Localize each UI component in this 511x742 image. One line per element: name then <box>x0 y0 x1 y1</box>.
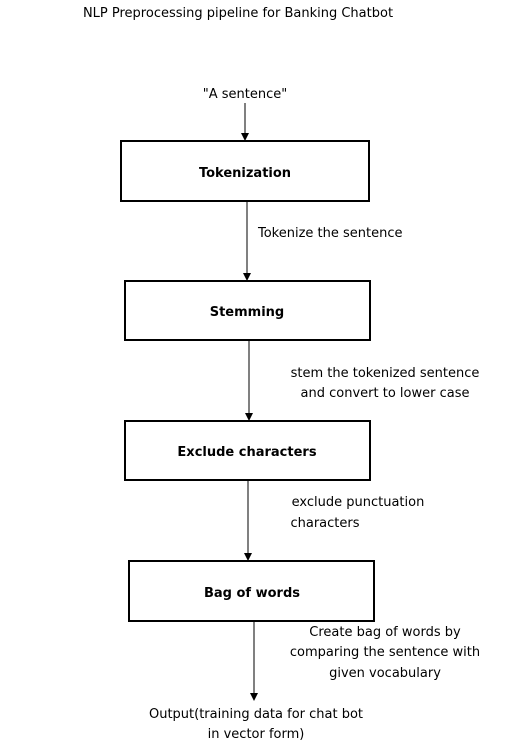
edge-label-stem-line-2: and convert to lower case <box>301 386 470 401</box>
node-stemming: Stemming <box>124 280 371 341</box>
node-tokenization-label: Tokenization <box>199 166 291 181</box>
input-label: "A sentence" <box>203 87 287 102</box>
output-label-line-1: Output(training data for chat bot <box>149 707 363 722</box>
node-exclude: Exclude characters <box>124 420 371 481</box>
edge-label-bow-line-3: given vocabulary <box>329 666 441 681</box>
diagram-title: NLP Preprocessing pipeline for Banking C… <box>83 6 393 21</box>
output-label-line-2: in vector form) <box>208 727 305 742</box>
node-bag-of-words: Bag of words <box>128 560 375 622</box>
node-exclude-label: Exclude characters <box>177 445 316 460</box>
edge-label-tokenize: Tokenize the sentence <box>257 226 403 241</box>
edge-label-stem-line-1: stem the tokenized sentence <box>291 366 480 381</box>
node-stemming-label: Stemming <box>210 305 285 320</box>
edge-label-bow-line-2: comparing the sentence with <box>290 645 480 660</box>
edge-label-bow-line-1: Create bag of words by <box>309 625 461 640</box>
node-bag-of-words-label: Bag of words <box>204 586 300 601</box>
node-tokenization: Tokenization <box>120 140 370 202</box>
edge-label-exclude-line-2: characters <box>290 516 359 531</box>
edge-label-exclude-line-1: exclude punctuation <box>292 495 425 510</box>
